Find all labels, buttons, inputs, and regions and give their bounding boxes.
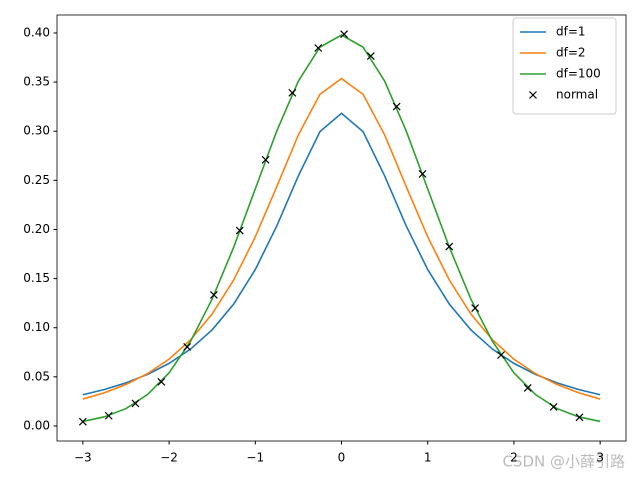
marker: [131, 399, 140, 408]
y-tick-label: 0.00: [23, 418, 50, 432]
marker: [78, 417, 87, 426]
line: [82, 34, 601, 423]
y-tick-label: 0.30: [23, 124, 50, 138]
marker: [445, 242, 454, 251]
marker: [549, 402, 558, 411]
x-tick-label: 2: [510, 451, 518, 465]
x-tick-label: −1: [246, 451, 264, 465]
y-tick-label: 0.40: [23, 25, 50, 39]
x-tick-label: −3: [74, 451, 92, 465]
marker: [209, 290, 218, 299]
x-tick-label: 0: [338, 451, 346, 465]
y-tick-label: 0.10: [23, 320, 50, 334]
legend-label: df=2: [556, 46, 586, 60]
marker: [366, 52, 375, 60]
marker: [471, 304, 480, 312]
x-tick-label: 1: [424, 451, 432, 465]
marker: [157, 377, 166, 386]
legend-label: df=100: [556, 67, 601, 81]
y-tick-label: 0.25: [23, 173, 50, 187]
line: [82, 112, 601, 396]
x-tick-label: −2: [160, 451, 178, 465]
legend-marker: [529, 91, 537, 99]
marker: [288, 88, 297, 97]
legend-label: df=1: [556, 25, 586, 39]
legend-box: [512, 17, 617, 115]
marker: [104, 411, 113, 420]
y-tick-label: 0.20: [23, 222, 50, 236]
marker: [183, 343, 192, 351]
marker: [235, 226, 244, 235]
marker: [340, 30, 349, 39]
marker: [575, 413, 584, 422]
y-tick-label: 0.05: [23, 369, 50, 383]
legend-label: normal: [556, 88, 598, 102]
plot-frame: [56, 14, 627, 442]
y-tick-label: 0.35: [23, 75, 50, 89]
marker: [392, 102, 401, 111]
marker: [418, 170, 427, 178]
watermark: CSDN @小薛引路: [502, 453, 625, 471]
marker: [497, 351, 505, 360]
line: [82, 77, 601, 400]
y-tick-label: 0.15: [23, 271, 50, 285]
marker: [314, 44, 323, 52]
x-tick-label: 3: [596, 451, 604, 465]
marker: [261, 155, 270, 164]
marker: [523, 384, 532, 392]
